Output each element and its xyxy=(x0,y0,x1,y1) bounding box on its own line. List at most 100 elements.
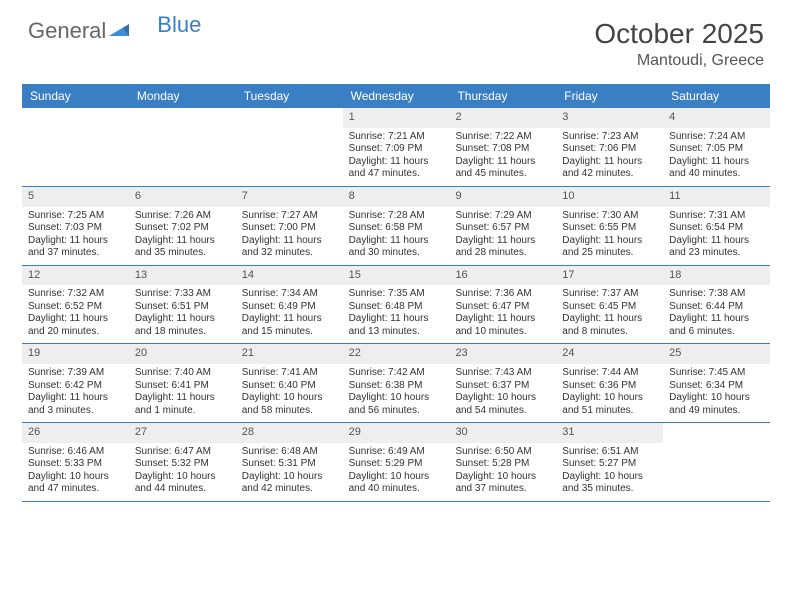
sunset-text: Sunset: 6:57 PM xyxy=(455,222,552,235)
day-number: 10 xyxy=(556,187,663,207)
daylight-text: Daylight: 11 hours xyxy=(349,156,446,169)
sunset-text: Sunset: 7:03 PM xyxy=(28,222,125,235)
daylight-text: and 30 minutes. xyxy=(349,247,446,260)
day-details: Sunrise: 7:42 AMSunset: 6:38 PMDaylight:… xyxy=(343,367,450,417)
day-details: Sunrise: 7:26 AMSunset: 7:02 PMDaylight:… xyxy=(129,210,236,260)
day-details: Sunrise: 7:37 AMSunset: 6:45 PMDaylight:… xyxy=(556,288,663,338)
sunset-text: Sunset: 6:40 PM xyxy=(242,380,339,393)
daylight-text: Daylight: 11 hours xyxy=(135,235,232,248)
calendar-week: 26Sunrise: 6:46 AMSunset: 5:33 PMDayligh… xyxy=(22,423,770,502)
sunset-text: Sunset: 6:41 PM xyxy=(135,380,232,393)
brand-logo: General Blue xyxy=(28,18,201,44)
daylight-text: Daylight: 10 hours xyxy=(562,392,659,405)
sunset-text: Sunset: 6:36 PM xyxy=(562,380,659,393)
page-title: October 2025 xyxy=(594,18,764,50)
calendar-cell: 20Sunrise: 7:40 AMSunset: 6:41 PMDayligh… xyxy=(129,344,236,422)
daylight-text: Daylight: 10 hours xyxy=(455,392,552,405)
calendar-cell: 7Sunrise: 7:27 AMSunset: 7:00 PMDaylight… xyxy=(236,187,343,265)
sunset-text: Sunset: 5:27 PM xyxy=(562,458,659,471)
daylight-text: Daylight: 11 hours xyxy=(135,313,232,326)
daylight-text: Daylight: 11 hours xyxy=(455,313,552,326)
sunrise-text: Sunrise: 7:28 AM xyxy=(349,210,446,223)
calendar-cell: 12Sunrise: 7:32 AMSunset: 6:52 PMDayligh… xyxy=(22,266,129,344)
sunset-text: Sunset: 7:09 PM xyxy=(349,143,446,156)
day-number: 2 xyxy=(449,108,556,128)
calendar-cell xyxy=(663,423,770,501)
daylight-text: Daylight: 11 hours xyxy=(242,313,339,326)
daylight-text: and 35 minutes. xyxy=(135,247,232,260)
day-header: Sunday xyxy=(22,84,129,108)
calendar-cell: 3 Sunrise: 7:23 AMSunset: 7:06 PMDaylight… xyxy=(556,108,663,186)
sunset-text: Sunset: 6:45 PM xyxy=(562,301,659,314)
sunrise-text: Sunrise: 7:31 AM xyxy=(669,210,766,223)
daylight-text: and 47 minutes. xyxy=(28,483,125,496)
daylight-text: and 44 minutes. xyxy=(135,483,232,496)
daylight-text: and 10 minutes. xyxy=(455,326,552,339)
sunrise-text: Sunrise: 7:41 AM xyxy=(242,367,339,380)
day-header: Saturday xyxy=(663,84,770,108)
daylight-text: Daylight: 11 hours xyxy=(562,313,659,326)
daylight-text: and 35 minutes. xyxy=(562,483,659,496)
daylight-text: Daylight: 11 hours xyxy=(242,235,339,248)
daylight-text: Daylight: 11 hours xyxy=(455,235,552,248)
daylight-text: Daylight: 10 hours xyxy=(669,392,766,405)
sunrise-text: Sunrise: 7:43 AM xyxy=(455,367,552,380)
day-details: Sunrise: 6:47 AMSunset: 5:32 PMDaylight:… xyxy=(129,446,236,496)
daylight-text: and 47 minutes. xyxy=(349,168,446,181)
daylight-text: Daylight: 10 hours xyxy=(455,471,552,484)
daylight-text: and 40 minutes. xyxy=(669,168,766,181)
daylight-text: Daylight: 11 hours xyxy=(562,156,659,169)
calendar-cell: 9Sunrise: 7:29 AMSunset: 6:57 PMDaylight… xyxy=(449,187,556,265)
sunset-text: Sunset: 5:33 PM xyxy=(28,458,125,471)
day-number: 21 xyxy=(236,344,343,364)
sunset-text: Sunset: 6:48 PM xyxy=(349,301,446,314)
daylight-text: and 25 minutes. xyxy=(562,247,659,260)
calendar-cell: 31Sunrise: 6:51 AMSunset: 5:27 PMDayligh… xyxy=(556,423,663,501)
calendar-cell: 29 Sunrise: 6:49 AMSunset: 5:29 PMDayligh… xyxy=(343,423,450,501)
sunrise-text: Sunrise: 7:21 AM xyxy=(349,131,446,144)
day-number: 7 xyxy=(236,187,343,207)
day-number: 29 xyxy=(343,423,450,443)
calendar-cell: 21 Sunrise: 7:41 AMSunset: 6:40 PMDayligh… xyxy=(236,344,343,422)
day-details: Sunrise: 7:33 AMSunset: 6:51 PMDaylight:… xyxy=(129,288,236,338)
day-number: 26 xyxy=(22,423,129,443)
day-details: Sunrise: 6:49 AMSunset: 5:29 PMDaylight:… xyxy=(343,446,450,496)
location-label: Mantoudi, Greece xyxy=(594,52,764,70)
day-number: 3 xyxy=(556,108,663,128)
daylight-text: and 58 minutes. xyxy=(242,405,339,418)
calendar-cell: 28Sunrise: 6:48 AMSunset: 5:31 PMDayligh… xyxy=(236,423,343,501)
day-number: 25 xyxy=(663,344,770,364)
sunrise-text: Sunrise: 7:22 AM xyxy=(455,131,552,144)
calendar-cell: 26Sunrise: 6:46 AMSunset: 5:33 PMDayligh… xyxy=(22,423,129,501)
daylight-text: and 6 minutes. xyxy=(669,326,766,339)
daylight-text: Daylight: 10 hours xyxy=(28,471,125,484)
title-block: October 2025 Mantoudi, Greece xyxy=(594,18,764,70)
day-details: Sunrise: 7:39 AMSunset: 6:42 PMDaylight:… xyxy=(22,367,129,417)
daylight-text: and 51 minutes. xyxy=(562,405,659,418)
daylight-text: Daylight: 11 hours xyxy=(349,235,446,248)
daylight-text: and 37 minutes. xyxy=(455,483,552,496)
daylight-text: and 54 minutes. xyxy=(455,405,552,418)
daylight-text: and 8 minutes. xyxy=(562,326,659,339)
daylight-text: Daylight: 11 hours xyxy=(349,313,446,326)
day-details: Sunrise: 7:41 AMSunset: 6:40 PMDaylight:… xyxy=(236,367,343,417)
day-details: Sunrise: 7:23 AMSunset: 7:06 PMDaylight:… xyxy=(556,131,663,181)
day-number: 9 xyxy=(449,187,556,207)
daylight-text: and 15 minutes. xyxy=(242,326,339,339)
calendar-cell: 1 Sunrise: 7:21 AMSunset: 7:09 PMDaylight… xyxy=(343,108,450,186)
day-details: Sunrise: 6:51 AMSunset: 5:27 PMDaylight:… xyxy=(556,446,663,496)
sunrise-text: Sunrise: 6:48 AM xyxy=(242,446,339,459)
calendar-cell: 16Sunrise: 7:36 AMSunset: 6:47 PMDayligh… xyxy=(449,266,556,344)
sunset-text: Sunset: 6:37 PM xyxy=(455,380,552,393)
sunset-text: Sunset: 5:32 PM xyxy=(135,458,232,471)
daylight-text: and 45 minutes. xyxy=(455,168,552,181)
sunrise-text: Sunrise: 6:47 AM xyxy=(135,446,232,459)
calendar-cell: 19Sunrise: 7:39 AMSunset: 6:42 PMDayligh… xyxy=(22,344,129,422)
daylight-text: and 56 minutes. xyxy=(349,405,446,418)
day-number: 12 xyxy=(22,266,129,286)
day-number: 1 xyxy=(343,108,450,128)
day-details: Sunrise: 7:44 AMSunset: 6:36 PMDaylight:… xyxy=(556,367,663,417)
sunrise-text: Sunrise: 7:42 AM xyxy=(349,367,446,380)
day-details: Sunrise: 7:38 AMSunset: 6:44 PMDaylight:… xyxy=(663,288,770,338)
sunrise-text: Sunrise: 7:23 AM xyxy=(562,131,659,144)
